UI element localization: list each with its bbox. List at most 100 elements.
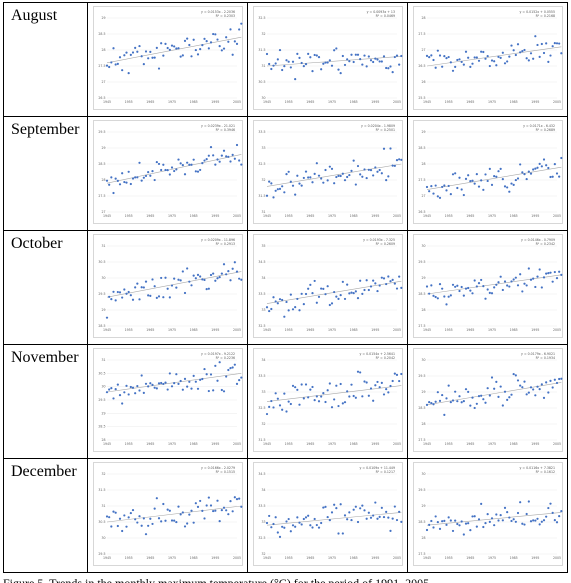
r-squared: R² = 0.1515 xyxy=(215,470,234,474)
x-tick-label: 1995 xyxy=(211,556,219,560)
x-tick-label: 1965 xyxy=(306,100,314,104)
data-point xyxy=(198,499,201,503)
x-tick-label: 1985 xyxy=(509,214,517,218)
data-point xyxy=(442,413,445,416)
data-point xyxy=(131,386,134,389)
trend-line xyxy=(266,163,401,187)
data-point xyxy=(397,63,400,66)
data-point xyxy=(207,389,210,393)
data-point xyxy=(490,292,493,295)
x-tick-label: 1995 xyxy=(531,442,539,446)
x-tick-label: 1995 xyxy=(371,214,379,218)
data-point xyxy=(308,56,311,59)
data-point xyxy=(127,170,130,173)
data-point xyxy=(356,297,359,300)
data-point xyxy=(140,286,143,289)
data-point xyxy=(124,384,128,387)
data-point xyxy=(176,505,180,508)
data-point xyxy=(148,382,151,385)
data-point xyxy=(226,270,229,273)
data-point xyxy=(185,161,188,164)
x-tick-label: 2005 xyxy=(392,556,400,560)
data-point xyxy=(295,388,298,391)
x-tick-label: 1955 xyxy=(124,100,132,104)
data-point xyxy=(358,279,361,282)
data-point xyxy=(520,49,523,53)
data-point xyxy=(211,509,214,513)
data-point xyxy=(533,167,536,170)
data-point xyxy=(280,525,283,528)
data-point xyxy=(496,519,500,522)
scatter-chart: 27.5 28 28.5 29 29.5 30 1945 1955 1965 1975 1985 19… xyxy=(412,462,563,566)
data-point xyxy=(546,272,549,275)
chart-frame xyxy=(252,348,403,452)
data-point xyxy=(274,392,277,395)
data-point xyxy=(304,292,307,296)
data-point xyxy=(137,161,141,164)
data-point xyxy=(356,520,359,524)
data-point xyxy=(464,287,467,290)
x-tick-label: 1975 xyxy=(327,442,335,446)
data-point xyxy=(207,154,210,157)
data-point xyxy=(457,524,461,527)
data-point xyxy=(527,267,530,270)
data-point xyxy=(518,51,521,54)
data-point xyxy=(114,177,117,180)
y-tick-label: 28.5 xyxy=(98,32,105,36)
data-point xyxy=(516,284,519,287)
data-point xyxy=(442,55,445,58)
data-point xyxy=(209,373,212,376)
data-point xyxy=(133,46,136,49)
data-point xyxy=(501,51,504,54)
data-point xyxy=(124,292,128,295)
data-point xyxy=(330,406,333,409)
data-point xyxy=(233,363,236,366)
data-point xyxy=(466,522,469,525)
data-point xyxy=(349,383,353,386)
x-tick-label: 2005 xyxy=(392,328,400,332)
data-point xyxy=(269,526,272,529)
data-point xyxy=(194,48,197,52)
trend-equation: y = 0.0204x - 1.9809 xyxy=(361,124,395,128)
data-point xyxy=(438,196,441,199)
data-point xyxy=(399,158,402,161)
data-point xyxy=(447,55,450,59)
data-point xyxy=(462,63,465,66)
data-point xyxy=(144,382,147,385)
trend-line xyxy=(106,271,241,298)
data-point xyxy=(293,78,296,81)
data-point xyxy=(168,509,171,512)
y-tick-label: 31.5 xyxy=(258,48,265,52)
data-point xyxy=(425,185,428,189)
x-tick-label: 2005 xyxy=(552,328,560,332)
data-point xyxy=(365,381,368,384)
data-point xyxy=(267,62,270,66)
r-squared: R² = 0.2303 xyxy=(215,14,234,18)
data-point xyxy=(308,524,311,527)
data-point xyxy=(501,288,504,292)
data-point xyxy=(345,283,348,286)
month-row: October 28.5 29 29.5 30 30.5 31 1945 1955 1965 197… xyxy=(3,230,568,345)
data-point xyxy=(166,287,169,290)
data-point xyxy=(218,520,221,523)
data-point xyxy=(129,294,132,297)
data-point xyxy=(399,372,402,376)
r-squared: R² = 0.2342 xyxy=(535,242,554,246)
data-point xyxy=(153,507,156,510)
data-point xyxy=(239,505,242,508)
data-point xyxy=(455,522,458,526)
data-point xyxy=(200,278,203,281)
data-point xyxy=(211,154,214,157)
y-tick-label: 29 xyxy=(101,411,105,415)
data-point xyxy=(559,156,562,160)
data-point xyxy=(388,65,392,68)
data-point xyxy=(187,163,190,166)
data-point xyxy=(378,60,381,63)
data-point xyxy=(297,56,301,59)
data-point xyxy=(185,522,188,525)
data-point xyxy=(535,385,539,388)
data-point xyxy=(282,65,285,68)
data-point xyxy=(334,384,337,387)
x-tick-label: 1975 xyxy=(167,442,175,446)
data-point xyxy=(129,385,132,389)
